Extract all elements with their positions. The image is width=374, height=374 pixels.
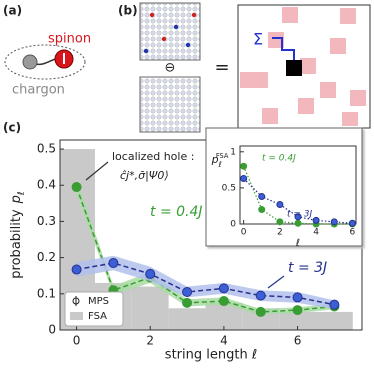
data-point — [329, 299, 340, 310]
spin — [185, 42, 191, 48]
y-tick-label: 1 — [230, 147, 236, 157]
chargon-label: chargon — [12, 83, 65, 98]
pair-ellipse — [4, 44, 86, 80]
data-point — [276, 218, 284, 226]
y-tick-label: 0 — [230, 220, 236, 230]
string-path — [272, 37, 295, 66]
y-label-superscript: FSA — [216, 152, 229, 160]
data-point — [182, 297, 193, 308]
x-tick-label: 2 — [146, 333, 154, 347]
data-point — [258, 193, 266, 201]
series-label: t = 0.4J — [150, 204, 203, 220]
series-line — [76, 262, 335, 306]
minus-sign: ⊖ — [165, 61, 176, 76]
y-tick-label: 0.2 — [37, 250, 56, 264]
equals-sign: = — [214, 57, 229, 78]
y-tick-label: 0.3 — [37, 214, 56, 228]
series-label: t = 3J — [287, 210, 313, 220]
legend-label: MPS — [88, 296, 109, 307]
legend-label: FSA — [88, 311, 107, 322]
series-label: t = 0.4J — [262, 154, 296, 164]
data-point — [294, 219, 302, 227]
y-tick-label: 0 — [48, 323, 56, 337]
annotation-arrow — [85, 161, 109, 181]
y-label-symbol: p — [211, 153, 219, 166]
fsa-bar — [168, 308, 206, 330]
data-point — [312, 216, 320, 224]
y-label-symbol: p — [9, 195, 24, 204]
spin — [191, 12, 197, 18]
data-point — [258, 206, 266, 214]
fsa-bar — [131, 286, 169, 330]
data-point — [240, 162, 248, 170]
annotation: localized hole : — [112, 150, 194, 163]
y-label-subscript: ℓ — [218, 160, 222, 169]
series-label: t = 3J — [288, 260, 327, 276]
y-label-subscript: ℓ — [17, 191, 27, 196]
panel-label: (b) — [118, 4, 138, 18]
y-axis-label: pℓFSA — [211, 152, 229, 169]
data-point — [348, 219, 356, 227]
x-tick-label: 4 — [220, 333, 228, 347]
y-axis-label: probability pℓ — [9, 191, 27, 278]
annotation-arrow — [267, 275, 285, 289]
chargon-ball — [22, 54, 38, 70]
data-point — [108, 258, 119, 269]
panel-label: (a) — [3, 4, 22, 18]
plots: 0 0.1 0.2 0.3 0.4 0.5 0 2 4 6 t = 0.4J t = 3J string… — [9, 127, 363, 363]
hole — [286, 60, 302, 76]
x-tick-label: 0 — [241, 228, 247, 238]
y-tick-label: 0.1 — [37, 286, 56, 300]
x-tick-label: 6 — [294, 333, 302, 347]
data-point — [71, 264, 82, 275]
data-point — [255, 290, 266, 301]
string-cells — [240, 7, 366, 126]
x-tick-label: 0 — [73, 333, 81, 347]
data-point — [294, 213, 302, 221]
legend-marker — [70, 312, 83, 320]
series-line — [75, 186, 335, 313]
data-point — [145, 268, 156, 279]
lattice — [139, 76, 201, 133]
spin — [143, 48, 149, 54]
data-point — [240, 175, 248, 182]
spin — [161, 36, 167, 42]
annotation: ĉj*,σ̄|Ψ0⟩ — [120, 169, 169, 182]
x-axis-label: ℓ — [296, 238, 300, 249]
data-point — [218, 283, 229, 294]
sigma: Σ — [253, 30, 263, 49]
spinon-label: spinon — [48, 32, 91, 47]
data-point — [218, 296, 229, 307]
data-point — [292, 305, 303, 316]
data-point — [330, 218, 338, 226]
panel-label: (c) — [3, 121, 21, 135]
data-point — [292, 292, 303, 303]
data-point — [255, 306, 266, 317]
x-tick-label: 4 — [313, 228, 319, 238]
y-tick-label: 0.5 — [222, 183, 236, 193]
fsa-bar — [315, 311, 353, 330]
lattice — [139, 2, 201, 61]
spin — [149, 12, 155, 18]
data-point — [182, 287, 193, 297]
y-label-word: probability — [9, 209, 24, 279]
y-tick-label: 0.4 — [37, 178, 56, 192]
data-point — [71, 182, 82, 193]
x-tick-label: 2 — [277, 228, 283, 238]
x-axis-label: string length ℓ — [165, 348, 257, 363]
spin — [173, 24, 179, 30]
y-tick-label: 0.5 — [37, 142, 56, 156]
fsa-bar — [279, 311, 316, 330]
x-tick-label: 6 — [350, 228, 356, 238]
data-point — [276, 201, 284, 208]
